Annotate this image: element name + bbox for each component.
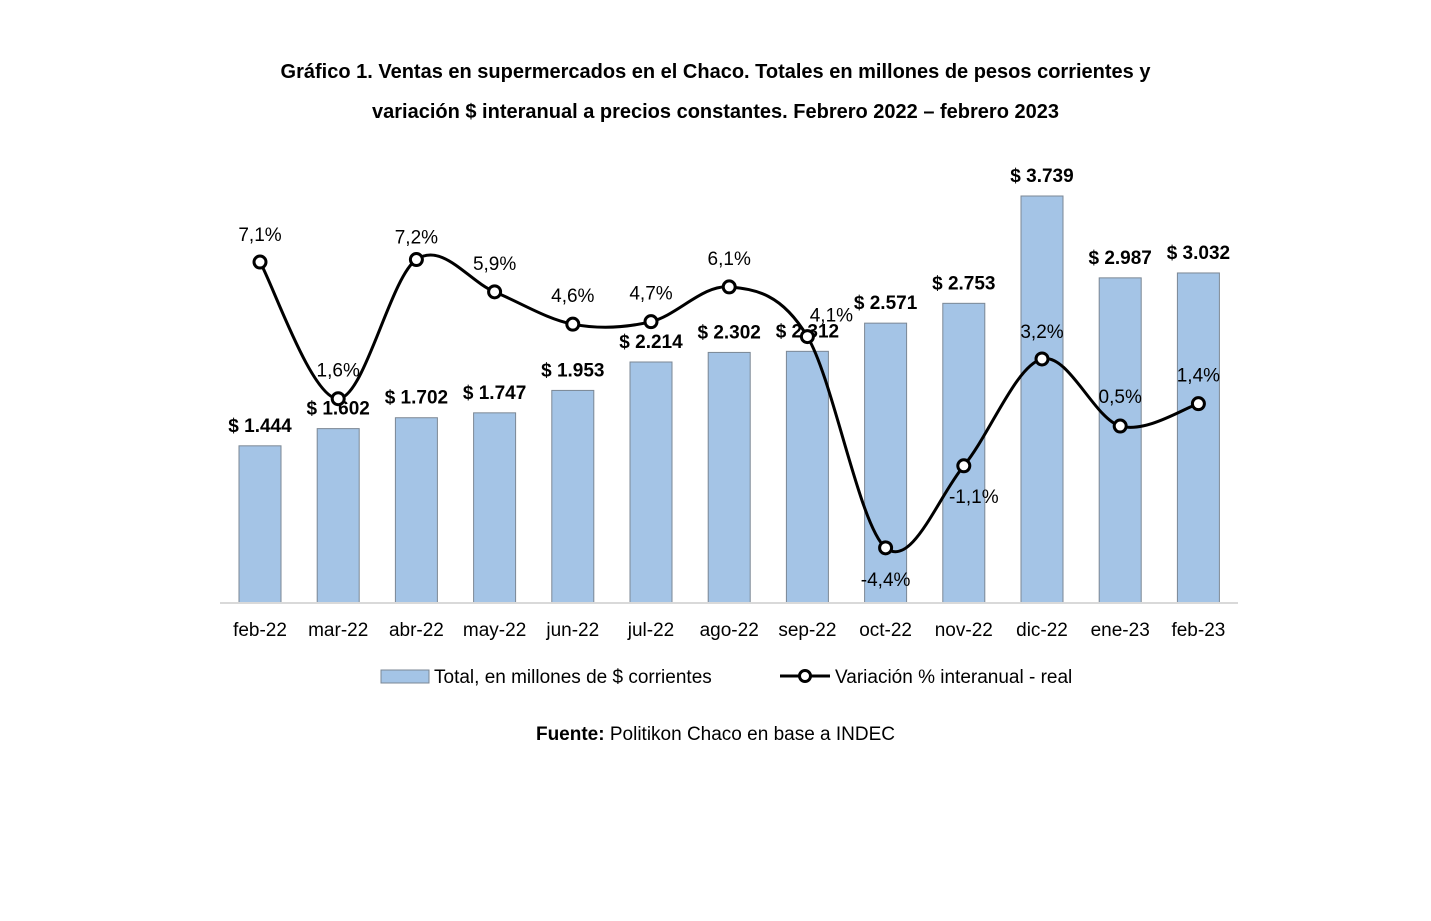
line-marker-dic-22 [1034, 351, 1050, 367]
bar-label-mar-22: $ 1.602 [306, 399, 369, 420]
line-marker-mar-22 [330, 391, 346, 407]
bar-mar-22 [316, 428, 360, 604]
line-label-ene-23: 0,5% [1099, 387, 1142, 408]
bar-label-ene-23: $ 2.987 [1088, 248, 1151, 269]
x-tick-label-nov-22: nov-22 [935, 620, 993, 641]
bar-may-22 [473, 412, 517, 604]
line-label-nov-22: -1,1% [949, 487, 999, 508]
x-tick-label-ene-23: ene-23 [1091, 620, 1150, 641]
line-marker-ene-23 [1112, 418, 1128, 434]
bar-sep-22 [785, 350, 829, 604]
line-marker-sep-22 [799, 329, 815, 345]
line-label-dic-22: 3,2% [1020, 322, 1063, 343]
bar-label-abr-22: $ 1.702 [385, 388, 448, 409]
bar-label-dic-22: $ 3.739 [1010, 166, 1073, 187]
chart-title-line-1: Gráfico 1. Ventas en supermercados en el… [280, 61, 1151, 83]
line-marker-may-22 [487, 284, 503, 300]
line-label-sep-22: 4,1% [810, 306, 853, 327]
chart-title-line-2: variación $ interanual a precios constan… [372, 101, 1059, 123]
line-label-oct-22: -4,4% [861, 570, 911, 591]
bar-abr-22 [394, 417, 438, 604]
line-label-feb-22: 7,1% [238, 225, 281, 246]
line-marker-feb-23 [1190, 396, 1206, 412]
x-tick-label-may-22: may-22 [463, 620, 526, 641]
x-tick-label-ago-22: ago-22 [700, 620, 759, 641]
legend-bar-label: Total, en millones de $ corrientes [434, 667, 712, 688]
x-tick-label-jun-22: jun-22 [545, 620, 599, 641]
source-text: Politikon Chaco en base a INDEC [604, 724, 896, 745]
bar-ago-22 [707, 351, 751, 604]
line-label-may-22: 5,9% [473, 254, 516, 275]
x-tick-label-abr-22: abr-22 [389, 620, 444, 641]
x-tick-label-mar-22: mar-22 [308, 620, 368, 641]
bar-label-may-22: $ 1.747 [463, 383, 526, 404]
line-label-ago-22: 6,1% [708, 249, 751, 270]
line-marker-feb-22 [252, 254, 268, 270]
x-tick-label-sep-22: sep-22 [778, 620, 836, 641]
x-tick-label-feb-22: feb-22 [233, 620, 287, 641]
line-label-feb-23: 1,4% [1177, 366, 1220, 387]
bar-label-ago-22: $ 2.302 [697, 322, 760, 343]
bar-ene-23 [1098, 277, 1142, 604]
legend-line-marker [798, 669, 812, 683]
bar-label-feb-23: $ 3.032 [1167, 243, 1230, 264]
source-note: Fuente: Politikon Chaco en base a INDEC [0, 724, 1431, 746]
legend-line-label: Variación % interanual - real [835, 667, 1072, 688]
bar-label-oct-22: $ 2.571 [854, 293, 918, 314]
bar-nov-22 [942, 302, 986, 604]
bar-jul-22 [629, 361, 673, 604]
bar-feb-22 [238, 445, 282, 604]
line-marker-jun-22 [565, 316, 581, 332]
line-marker-ago-22 [721, 279, 737, 295]
legend-bar-swatch [380, 669, 430, 684]
bar-label-jun-22: $ 1.953 [541, 360, 604, 381]
line-marker-nov-22 [956, 458, 972, 474]
bar-label-nov-22: $ 2.753 [932, 273, 995, 294]
bar-jun-22 [551, 389, 595, 604]
line-marker-abr-22 [408, 252, 424, 268]
x-tick-label-feb-23: feb-23 [1171, 620, 1225, 641]
bar-feb-23 [1176, 272, 1220, 604]
bar-dic-22 [1020, 195, 1064, 604]
bar-label-jul-22: $ 2.214 [619, 332, 683, 353]
line-marker-jul-22 [643, 314, 659, 330]
line-label-mar-22: 1,6% [317, 361, 360, 382]
x-tick-label-jul-22: jul-22 [627, 620, 674, 641]
bar-oct-22 [864, 322, 908, 604]
x-tick-label-oct-22: oct-22 [859, 620, 912, 641]
line-marker-oct-22 [878, 540, 894, 556]
source-label: Fuente: [535, 724, 605, 745]
line-label-abr-22: 7,2% [395, 228, 438, 249]
x-tick-label-dic-22: dic-22 [1016, 620, 1068, 641]
bar-label-feb-22: $ 1.444 [228, 416, 292, 437]
line-label-jun-22: 4,6% [551, 286, 594, 307]
line-label-jul-22: 4,7% [629, 284, 672, 305]
